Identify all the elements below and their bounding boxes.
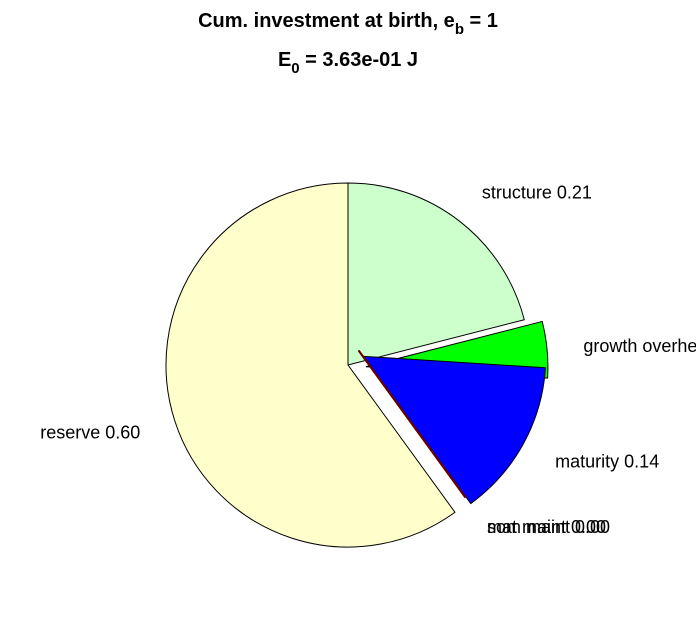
label-som-maint: som maint 0.00 — [487, 517, 610, 537]
slice-structure — [347, 182, 525, 366]
chart-title-line2-tail: = 3.63e-01 J — [300, 49, 418, 71]
label-mat-maint: mat maint 0.00 — [487, 517, 606, 537]
chart-title-line2-sub: 0 — [291, 60, 299, 77]
label-reserve: reserve 0.60 — [40, 422, 140, 442]
pie-labels: structure 0.21 growth overhead 0.05 maturi… — [40, 182, 696, 537]
chart-title-line1-sub: b — [455, 21, 464, 38]
chart-title-line2-main: E — [278, 49, 291, 71]
chart-title-line1-tail: = 1 — [464, 10, 498, 32]
pie-slices — [165, 182, 549, 548]
slice-mat-maint — [357, 349, 467, 499]
label-structure: structure 0.21 — [482, 182, 592, 202]
slice-maturity — [362, 355, 546, 505]
chart-title-line2: E0 = 3.63e-01 J — [278, 49, 418, 77]
chart-title-line1: Cum. investment at birth, eb = 1 — [198, 10, 498, 38]
label-growth-overhead: growth overhead 0.05 — [583, 336, 696, 356]
label-maturity: maturity 0.14 — [555, 452, 659, 472]
slice-reserve — [165, 182, 456, 548]
chart-title-line1-main: Cum. investment at birth, e — [198, 10, 455, 32]
